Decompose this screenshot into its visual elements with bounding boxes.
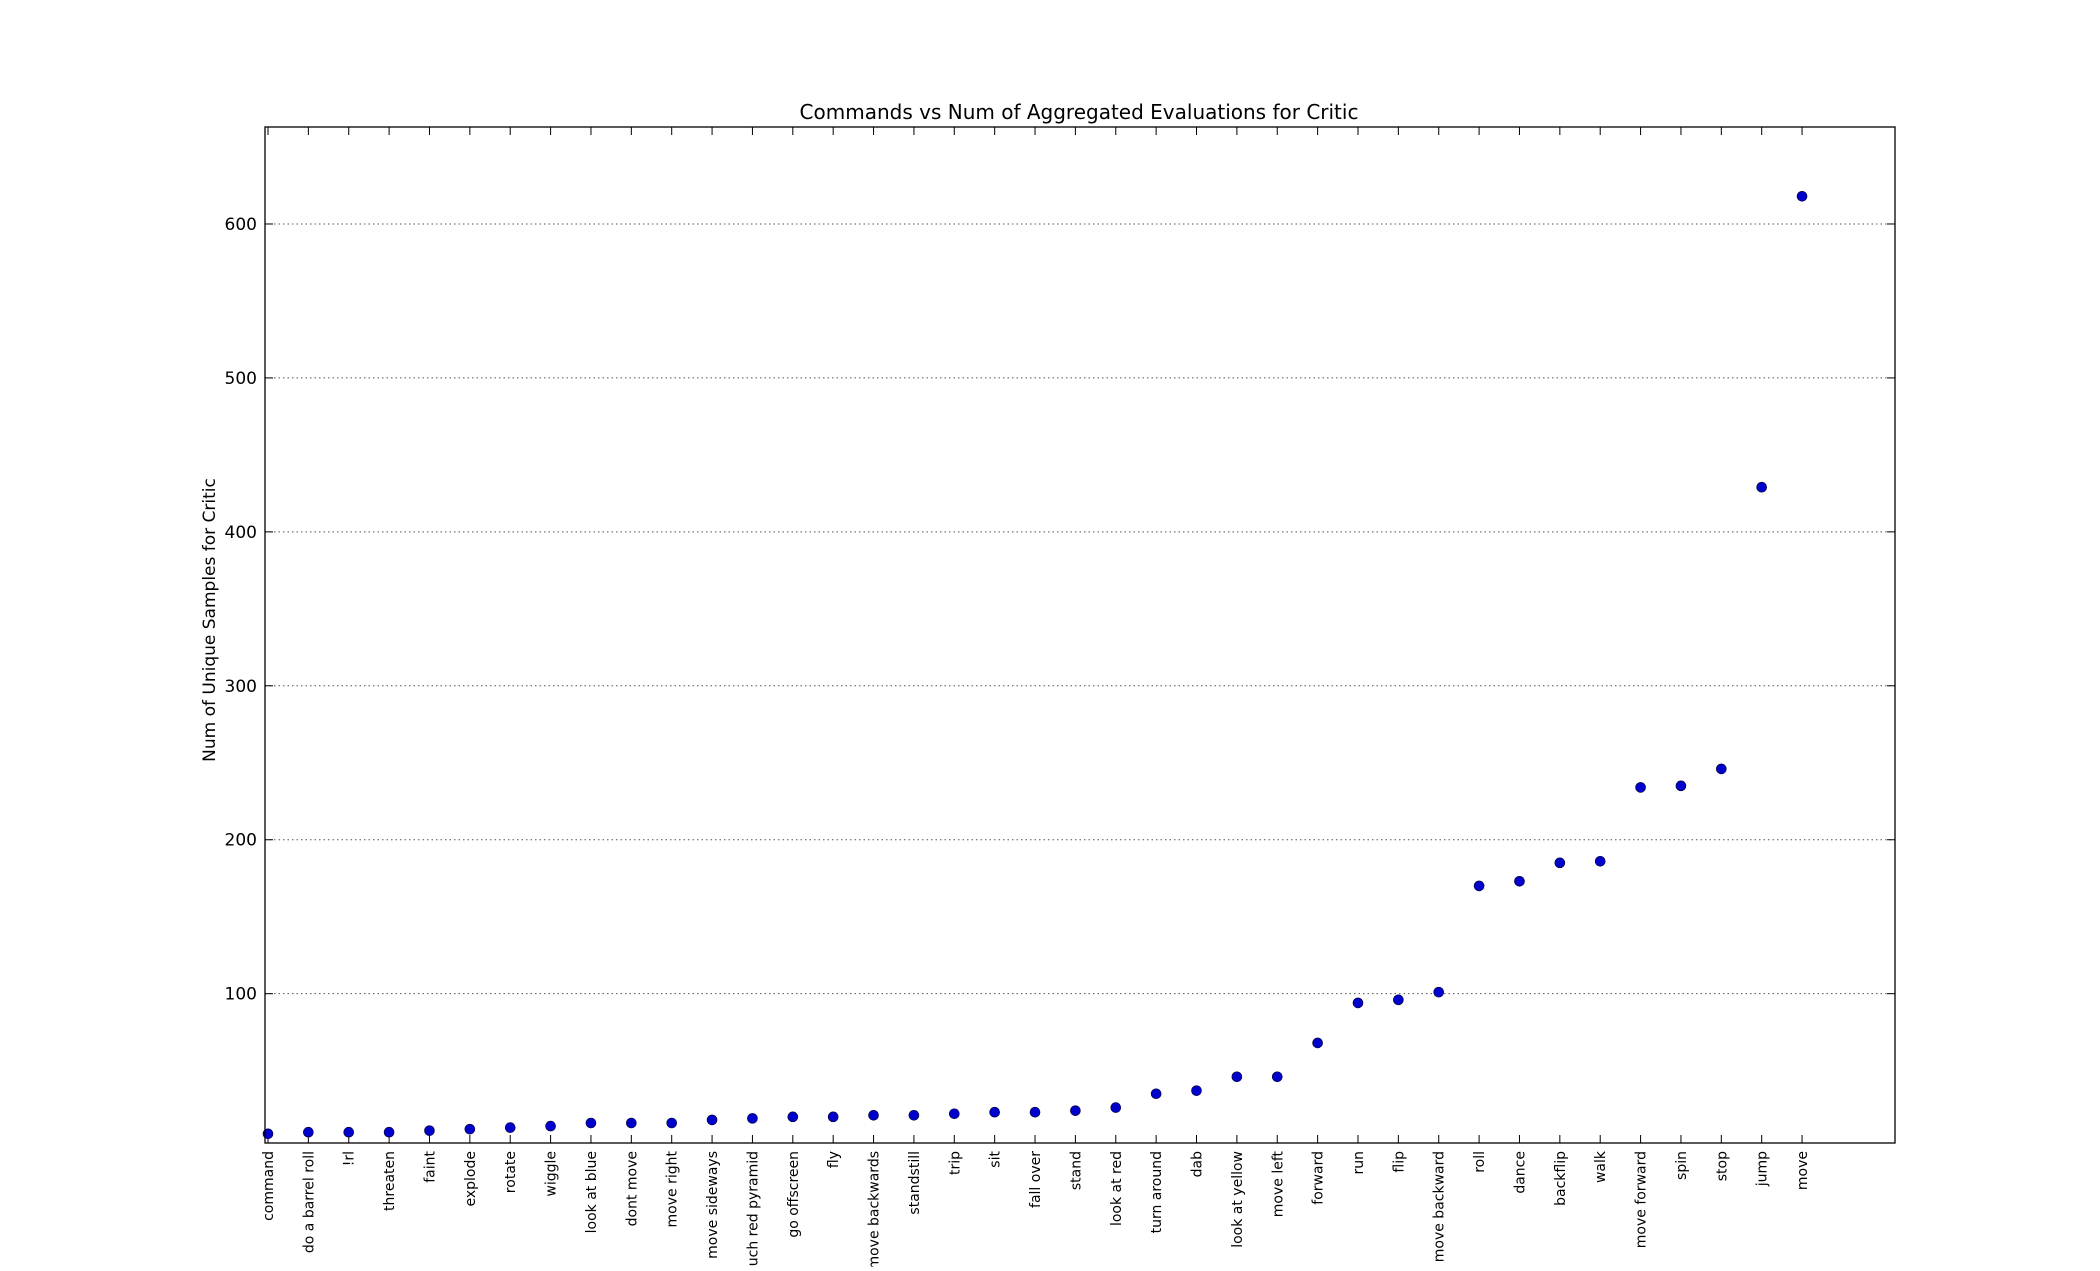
data-point [585, 1117, 597, 1129]
data-point [1675, 780, 1687, 792]
data-point [1070, 1105, 1081, 1116]
data-point [1110, 1102, 1122, 1113]
x-tick-label: walk [1593, 1150, 1609, 1183]
x-tick-label: dance [1512, 1151, 1528, 1194]
y-axis-ticks: 100 200 300 400 500 600 [225, 215, 1895, 1005]
x-tick-label: standstill [907, 1151, 923, 1215]
y-axis-label: Num of Unique Samples for Critic [200, 478, 220, 762]
data-point [787, 1111, 799, 1123]
x-tick-label: faint [422, 1150, 438, 1182]
data-point [1433, 986, 1445, 998]
x-tick-label: forward [1311, 1151, 1327, 1205]
chart-title: Commands vs Num of Aggregated Evaluation… [800, 100, 1359, 124]
x-tick-label: sit [988, 1151, 1004, 1168]
x-tick-label: do a barrel roll [301, 1151, 317, 1253]
y-tick-label: 200 [225, 831, 257, 851]
x-tick-label: jump [1755, 1151, 1771, 1187]
x-tick-label: !rl [342, 1151, 358, 1166]
x-tick-label: move backward [1432, 1151, 1448, 1262]
x-tick-label: command [261, 1151, 277, 1221]
x-tick-label: roll [1472, 1151, 1488, 1173]
data-point [1756, 481, 1767, 493]
data-points [262, 190, 1808, 1140]
data-point [706, 1114, 718, 1126]
x-tick-label: move [1795, 1151, 1811, 1190]
data-point [1594, 855, 1606, 867]
x-tick-label: turn around [1149, 1151, 1165, 1233]
x-tick-label: fall over [1028, 1151, 1044, 1208]
data-point [948, 1108, 960, 1120]
x-axis-ticks: command do a barrel roll !rl threaten faint e… [261, 127, 1811, 1271]
x-tick-label: rotate [503, 1151, 519, 1193]
data-point [1514, 876, 1525, 887]
data-point [343, 1126, 355, 1138]
x-tick-label: move forward [1634, 1151, 1650, 1248]
x-tick-label: dont move [624, 1151, 640, 1226]
data-point [1393, 994, 1404, 1006]
data-point [868, 1109, 879, 1121]
data-point [908, 1109, 920, 1121]
data-point [989, 1106, 1000, 1118]
data-point [504, 1122, 516, 1133]
data-point [383, 1126, 395, 1138]
data-point [626, 1117, 637, 1129]
data-point [1796, 190, 1808, 202]
data-point [424, 1125, 435, 1136]
x-tick-label: look at blue [584, 1151, 600, 1233]
data-point [1554, 857, 1566, 869]
data-point [464, 1123, 476, 1135]
x-tick-label: touch red pyramid [745, 1151, 761, 1267]
x-tick-label: backflip [1553, 1151, 1569, 1206]
x-tick-label: stand [1068, 1151, 1084, 1190]
x-tick-label: run [1351, 1151, 1367, 1175]
data-point [1150, 1088, 1162, 1100]
data-point [1029, 1106, 1041, 1118]
x-tick-label: wiggle [544, 1151, 560, 1197]
x-tick-label: trip [947, 1151, 963, 1175]
data-point [1191, 1085, 1202, 1096]
data-point [666, 1117, 678, 1129]
x-tick-label: fly [826, 1151, 842, 1168]
x-tick-label: move sideways [705, 1151, 721, 1259]
data-point [827, 1111, 839, 1123]
x-tick-label: dab [1190, 1151, 1206, 1177]
data-point [1716, 763, 1727, 775]
x-tick-label: stop [1714, 1151, 1730, 1181]
y-tick-label: 100 [225, 985, 257, 1005]
data-point [1271, 1071, 1283, 1083]
y-tick-label: 600 [225, 215, 257, 235]
gridlines [265, 223, 1895, 995]
data-point [1635, 782, 1646, 793]
x-tick-label: explode [463, 1151, 479, 1207]
y-tick-label: 500 [225, 369, 257, 389]
data-point [1352, 997, 1364, 1009]
data-point [747, 1113, 758, 1124]
x-tick-label: look at yellow [1230, 1151, 1246, 1248]
data-point [545, 1120, 556, 1132]
x-tick-label: look at red [1109, 1151, 1125, 1226]
plot-frame [264, 126, 1896, 1144]
x-tick-label: threaten [382, 1151, 398, 1211]
data-point [1473, 880, 1485, 892]
y-tick-label: 400 [225, 523, 257, 543]
x-tick-label: go offscreen [786, 1151, 802, 1238]
data-point [1312, 1037, 1323, 1049]
x-tick-label: flip [1391, 1151, 1407, 1173]
data-point [303, 1126, 314, 1138]
x-tick-label: spin [1674, 1151, 1690, 1180]
y-tick-label: 300 [225, 677, 257, 697]
x-tick-label: move right [665, 1150, 681, 1227]
data-point [1231, 1071, 1243, 1083]
x-tick-label: move backwards [867, 1151, 883, 1267]
x-tick-label: move left [1270, 1150, 1286, 1217]
